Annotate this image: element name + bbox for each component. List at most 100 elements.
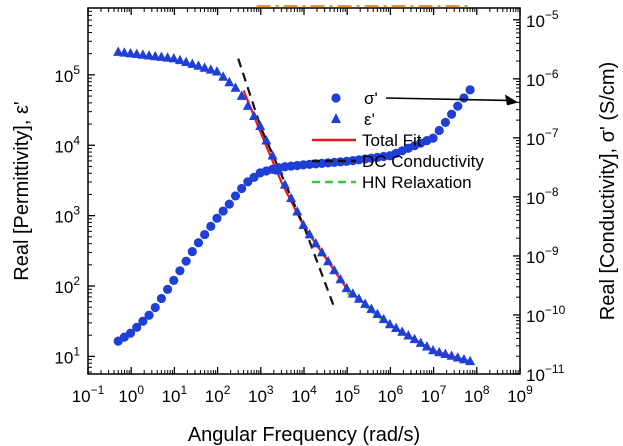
sigma-data-point <box>465 85 475 95</box>
x-tick-label: 103 <box>248 383 274 406</box>
epsilon-data-point <box>360 298 371 308</box>
epsilon-data-point <box>144 50 155 60</box>
y2-tick-label: 10−9 <box>526 244 559 267</box>
y2-tick-label: 10−5 <box>526 8 559 31</box>
legend-label: ε' <box>364 110 375 129</box>
x-tick-label: 102 <box>205 383 231 406</box>
epsilon-data-point <box>181 56 192 67</box>
legend: σ' ε' Total Fit DC Conductivity HN Relaxatio… <box>312 89 518 192</box>
epsilon-data-point <box>230 82 241 92</box>
epsilon-data-point <box>465 355 476 366</box>
epsilon-data-point <box>391 322 402 333</box>
epsilon-data-point <box>458 353 469 364</box>
sigma-data-point <box>224 199 234 209</box>
epsilon-data-point <box>199 62 210 72</box>
epsilon-data-point <box>236 90 247 100</box>
epsilon-data-point <box>218 71 229 81</box>
x-tick-label: 109 <box>507 383 533 406</box>
epsilon-data-point <box>341 282 352 293</box>
x-tick-label: 106 <box>378 383 404 406</box>
epsilon-data-point <box>316 246 327 257</box>
sigma-data-point <box>446 109 457 119</box>
epsilon-data-point <box>372 308 383 319</box>
epsilon-data-point <box>304 229 315 239</box>
epsilon-data-point <box>415 337 426 347</box>
epsilon-data-point <box>279 179 290 189</box>
sigma-data-point <box>193 238 204 248</box>
sigma-data-point <box>459 93 469 103</box>
epsilon-data-point <box>335 273 346 284</box>
epsilon-data-point <box>366 303 377 313</box>
epsilon-data-point <box>119 47 130 57</box>
epsilon-data-point <box>347 288 358 298</box>
epsilon-data-point <box>168 52 179 63</box>
legend-label: DC Conductivity <box>362 152 484 171</box>
legend-label: HN Relaxation <box>362 173 472 192</box>
epsilon-data-point <box>323 255 334 266</box>
epsilon-data-point <box>150 50 161 61</box>
epsilon-data-point <box>261 135 272 145</box>
sigma-data-point <box>125 328 136 338</box>
ticks: 10−1 100 101 102 103 104 105 106 107 108 109 101 102… <box>54 8 565 406</box>
x-tick-label: 100 <box>118 383 144 406</box>
sigma-data-point <box>181 256 191 266</box>
sigma-data-point <box>156 293 167 304</box>
sigma-data-point <box>440 117 451 127</box>
sigma-data-point <box>237 183 247 194</box>
x-tick-label: 105 <box>334 383 360 406</box>
x-tick-label: 101 <box>162 383 188 406</box>
epsilon-data-point <box>174 54 185 65</box>
y2-tick-label: 10−7 <box>526 126 559 149</box>
y2-axis-title: Real [Conductivity], σ' (S/cm) <box>597 62 619 320</box>
sigma-data-point <box>212 213 222 223</box>
y2-tick-label: 10−11 <box>526 362 565 385</box>
legend-arrow-head <box>505 94 518 106</box>
y-tick-label: 101 <box>54 344 80 367</box>
epsilon-data-point <box>211 66 222 76</box>
sigma-data-point <box>175 266 185 276</box>
y-tick-label: 104 <box>54 133 80 156</box>
sigma-data-point <box>138 316 148 326</box>
y-tick-label: 103 <box>54 204 80 227</box>
y-tick-label: 105 <box>54 63 80 86</box>
x-tick-label: 108 <box>464 383 490 406</box>
legend-swatch-sigma <box>331 93 341 103</box>
sigma-data-point <box>230 191 241 201</box>
y2-tick-label: 10−10 <box>526 303 566 326</box>
epsilon-data-point <box>267 150 278 160</box>
epsilon-data-point <box>353 293 364 303</box>
sigma-data-point <box>218 206 228 216</box>
x-tick-label: 10−1 <box>72 383 105 406</box>
epsilon-data-point <box>131 48 142 59</box>
epsilon-data-point <box>428 344 439 355</box>
epsilon-data-point <box>193 60 204 70</box>
epsilon-data-point <box>310 237 321 248</box>
x-axis-title: Angular Frequency (rad/s) <box>188 424 420 446</box>
sigma-data-point <box>428 133 438 143</box>
epsilon-data-point <box>434 346 445 357</box>
epsilon-data-point <box>249 110 260 120</box>
x-tick-label: 107 <box>421 383 447 406</box>
x-tick-label: 104 <box>291 383 317 406</box>
epsilon-data-point <box>273 165 284 175</box>
sigma-data-point <box>200 229 210 240</box>
y2-tick-label: 10−6 <box>526 67 559 90</box>
y2-tick-label: 10−8 <box>526 185 559 208</box>
epsilon-data-point <box>397 326 408 336</box>
epsilon-data-point <box>452 352 463 362</box>
sigma-data-point <box>206 221 216 231</box>
epsilon-data-point <box>137 49 148 59</box>
epsilon-data-point <box>403 330 414 340</box>
sigma-data-point <box>434 125 444 136</box>
epsilon-data-point <box>125 47 136 58</box>
y-axis-title: Real [Permittivity], ε' <box>11 101 33 280</box>
epsilon-data-point <box>113 46 124 56</box>
epsilon-data-point <box>421 341 432 351</box>
epsilon-data-point <box>409 333 420 344</box>
epsilon-data-point <box>286 192 297 203</box>
sigma-data-point <box>150 302 160 313</box>
sigma-data-point <box>169 275 179 285</box>
sigma-data-point <box>453 101 463 111</box>
epsilon-data-point <box>187 58 198 68</box>
